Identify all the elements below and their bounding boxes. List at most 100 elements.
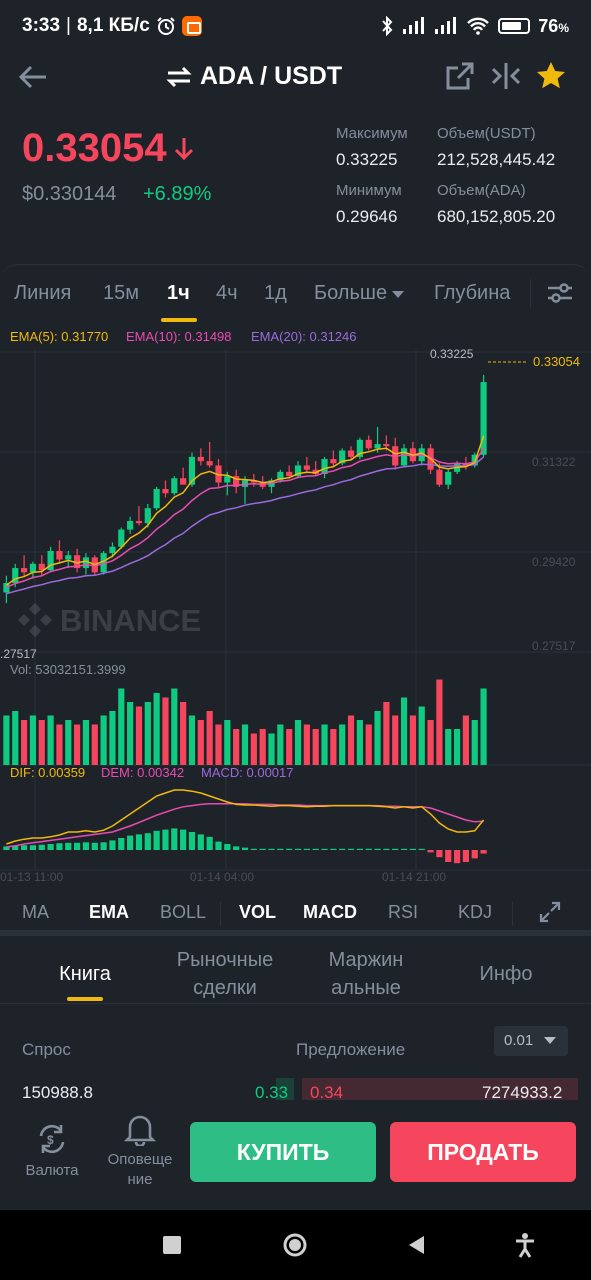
accessibility-icon[interactable] [514,1232,536,1258]
volume-bar [286,729,293,765]
candles-group [3,374,487,604]
volume-bar [250,733,257,765]
candle-body [12,568,19,584]
volume-bar [427,720,434,765]
macd-bar [233,846,240,850]
currency-button[interactable]: $ Валюта [12,1122,92,1179]
precision-value: 0.01 [504,1032,534,1049]
time-label-2: 01-14 04:00 [190,870,254,884]
macd-bar [241,847,249,850]
indicator-ema[interactable]: EMA [89,902,129,922]
candle-body [277,471,284,481]
volume-bar [347,715,355,765]
low-price-mark: .27517 [0,647,37,661]
candle-body [286,471,293,477]
volume-bar [471,720,478,765]
bid-depth-bar [276,1078,294,1100]
vol-usdt-label: Объем(USDT) [437,125,536,142]
currency-exchange-icon: $ [39,1124,65,1154]
ema20-line [6,456,485,595]
indicator-boll[interactable]: BOLL [160,902,207,922]
fullscreen-icon[interactable] [538,900,562,924]
candle-body [3,583,10,593]
macd-bar [171,828,178,850]
macd-bar [480,850,487,854]
sell-button[interactable]: ПРОДАТЬ [390,1122,576,1182]
tab-book[interactable]: Книга [59,963,111,985]
low-value: 0.29646 [336,207,398,226]
volume-bar [480,688,487,765]
compare-icon[interactable] [490,60,522,92]
home-icon[interactable] [282,1232,308,1258]
last-price: 0.33054 [22,126,195,171]
tab-market-trades-line2: сделки [193,977,257,999]
back-arrow-icon[interactable] [16,60,50,94]
volume-bar [12,711,19,765]
candle-body [206,461,213,466]
volume-bar [118,688,125,765]
pair-title[interactable]: ADA / USDT [166,62,342,91]
volume-bar [100,715,107,765]
macd-label: MACD: 0.00017 [201,765,294,780]
precision-select[interactable]: 0.01 [494,1026,568,1056]
back-triangle-icon[interactable] [406,1234,426,1256]
tab-market-trades[interactable]: Рыночные сделки [165,946,285,1002]
candle-body [162,488,169,494]
volume-bar [392,715,399,765]
ema10-label: EMA(10): 0.31498 [126,329,232,344]
tab-margin[interactable]: Маржин альные [312,946,420,1002]
macd-bar [356,848,363,850]
share-icon[interactable] [444,60,476,92]
indicator-vol[interactable]: VOL [239,902,277,922]
candle-body [47,550,54,571]
macd-bar [188,832,196,850]
indicator-rsi[interactable]: RSI [388,902,419,922]
candle-body [171,478,178,494]
tab-depth[interactable]: Глубина [434,282,511,304]
recents-icon[interactable] [163,1236,181,1254]
favorite-star-icon[interactable] [535,60,567,92]
indicator-ma[interactable]: MA [22,902,49,922]
candle-body [144,508,151,524]
tab-more[interactable]: Больше [314,282,405,305]
system-nav-bar [0,1210,591,1280]
buy-button[interactable]: КУПИТЬ [190,1122,376,1182]
volume-label: Vol: 53032151.3999 [10,662,126,677]
tab-4h[interactable]: 4ч [216,282,238,304]
tab-line[interactable]: Линия [14,282,72,304]
tab-15m[interactable]: 15м [103,282,139,304]
candle-body [480,382,487,455]
tab-1h[interactable]: 1ч [167,282,190,304]
macd-bar [29,845,37,850]
macd-histogram [3,828,487,864]
macd-bar [471,850,478,859]
vol-usdt-value: 212,528,445.42 [437,150,556,169]
dif-label: DIF: 0.00359 [10,765,85,780]
alerts-button[interactable]: Оповеще ние [100,1112,180,1190]
tab-1d[interactable]: 1д [264,282,287,304]
tab-info[interactable]: Инфо [479,963,533,985]
price-chart[interactable]: EMA(5): 0.31770 EMA(10): 0.31498 EMA(20)… [0,322,591,890]
macd-bar [224,844,231,850]
macd-bar [427,850,434,853]
macd-bar [365,848,372,850]
order-book-row[interactable]: 150988.8 0.33 0.34 7274933.2 [0,1078,591,1100]
macd-bar [436,850,443,858]
volume-bar [144,702,151,765]
pair-label: ADA / USDT [200,62,343,90]
volume-bar [162,697,169,765]
volume-bar [303,724,310,765]
last-price-value: 0.33054 [22,126,167,170]
candle-body [197,456,204,462]
low-label: Минимум [336,182,402,199]
macd-bar [409,848,416,850]
high-label: Максимум [336,125,408,142]
volume-bar [374,711,381,765]
candle-body [100,553,107,573]
candle-body [445,471,452,485]
indicator-macd[interactable]: MACD [303,902,357,922]
chart-settings-icon[interactable] [546,281,574,305]
volume-bar [365,724,372,765]
indicator-kdj[interactable]: KDJ [458,902,493,922]
swap-icon [166,66,192,87]
